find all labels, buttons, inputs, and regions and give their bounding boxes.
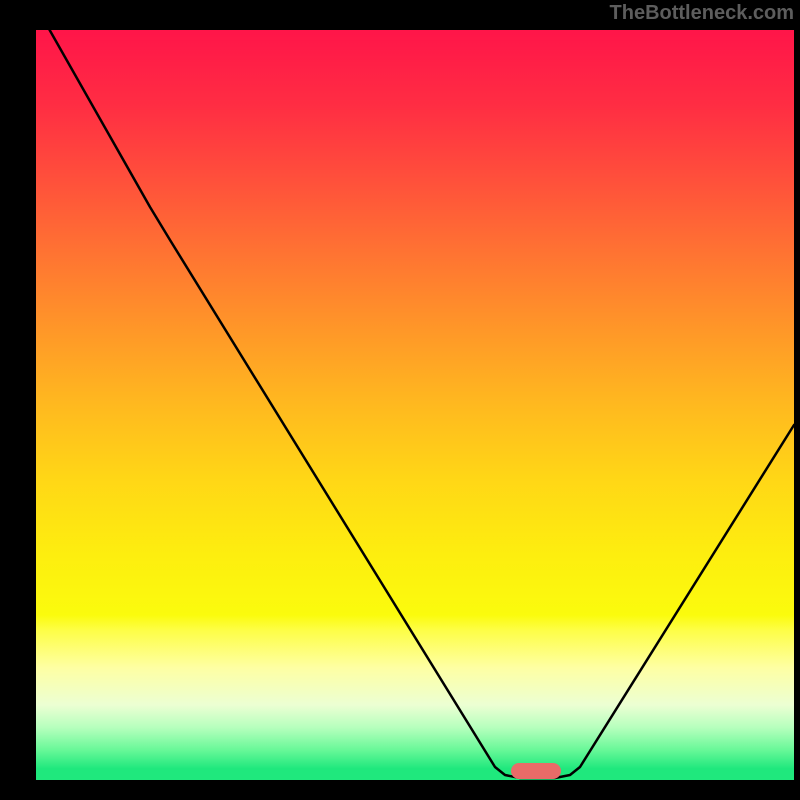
bottleneck-gradient-chart [0,0,800,800]
gradient-background [36,30,794,780]
watermark-text: TheBottleneck.com [610,2,794,25]
optimal-marker [511,763,561,779]
